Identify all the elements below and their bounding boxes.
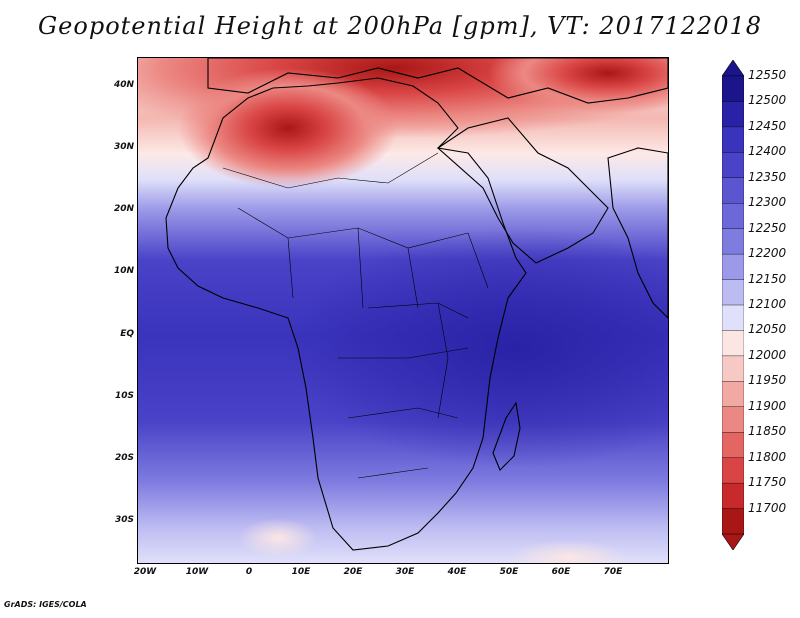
lat-label-20n: 20N (113, 204, 134, 214)
colorbar-tick-label: 11850 (748, 424, 787, 439)
colorbar-tick-label: 12000 (748, 347, 787, 362)
lat-label-20s: 20S (114, 453, 134, 463)
colorbar-tick-label: 12500 (748, 93, 787, 108)
lon-label-30e: 30E (395, 567, 415, 577)
colorbar (722, 60, 744, 550)
lon-label-70e: 70E (603, 567, 623, 577)
lon-label-10w: 10W (185, 567, 209, 577)
colorbar-bands (722, 60, 744, 550)
high-center-northeast (488, 58, 668, 113)
madagascar (492, 401, 521, 471)
colorbar-tick-label: 12200 (748, 246, 787, 261)
footer-credit: GrADS: IGES/COLA (4, 600, 87, 609)
colorbar-band (722, 177, 744, 204)
colorbar-band (722, 508, 744, 535)
colorbar-band (722, 304, 744, 332)
colorbar-band (722, 330, 744, 357)
lat-label-10s: 10S (114, 391, 134, 401)
south-east-spot (508, 540, 628, 563)
colorbar-band (722, 482, 744, 510)
map-canvas (138, 58, 668, 563)
colorbar-bottom-arrow (722, 533, 744, 550)
plot-title: Geopotential Height at 200hPa [gpm], VT:… (38, 12, 762, 40)
lon-label-20w: 20W (133, 567, 157, 577)
colorbar-band (722, 406, 744, 433)
colorbar-tick-label: 12550 (748, 68, 787, 82)
colorbar-tick-label: 12300 (748, 195, 787, 210)
country-borders (222, 152, 489, 479)
colorbar-tick-label: 12450 (748, 118, 787, 133)
colorbar-band (722, 203, 744, 230)
colorbar-tick-label: 12250 (748, 220, 787, 235)
lon-label-10e: 10E (291, 567, 311, 577)
colorbar-band (722, 253, 744, 281)
colorbar-top-arrow (722, 60, 744, 77)
colorbar-band (722, 457, 744, 484)
lat-label-eq: EQ (120, 329, 134, 339)
lat-label-40n: 40N (113, 80, 134, 90)
india (607, 147, 668, 319)
colorbar-band (722, 279, 744, 306)
colorbar-tick-label: 12400 (748, 144, 787, 159)
colorbar-band (722, 381, 744, 408)
colorbar-band (722, 228, 744, 255)
south-west-spot (238, 518, 318, 558)
colorbar-band (722, 432, 744, 459)
colorbar-tick-label: 12150 (748, 271, 787, 286)
lon-label-40e: 40E (447, 567, 467, 577)
arabian-peninsula (437, 117, 609, 264)
lon-label-0: 0 (245, 567, 253, 577)
lon-label-60e: 60E (551, 567, 571, 577)
colorbar-tick-label: 11700 (748, 500, 787, 515)
map-panel (137, 57, 669, 564)
lat-label-30n: 30N (113, 142, 134, 152)
colorbar-band (722, 126, 744, 154)
colorbar-band (722, 152, 744, 179)
lat-label-10n: 10N (113, 266, 134, 276)
colorbar-tick-label: 11900 (748, 398, 787, 413)
colorbar-band (722, 101, 744, 128)
high-center-northwest (178, 68, 398, 188)
europe (207, 58, 668, 104)
colorbar-band (722, 355, 744, 383)
lon-label-20e: 20E (343, 567, 363, 577)
colorbar-band (722, 75, 744, 103)
colorbar-tick-label: 11750 (748, 475, 787, 490)
lat-label-30s: 30S (114, 515, 134, 525)
africa-coastline (165, 77, 527, 551)
lon-label-50e: 50E (499, 567, 519, 577)
colorbar-tick-label: 12100 (748, 297, 787, 311)
coastlines (165, 58, 668, 551)
colorbar-tick-label: 12350 (748, 169, 787, 184)
colorbar-tick-label: 11800 (748, 449, 787, 464)
colorbar-tick-label: 11950 (748, 373, 787, 388)
colorbar-tick-label: 12050 (748, 322, 787, 337)
low-center-equatorial (288, 228, 668, 468)
